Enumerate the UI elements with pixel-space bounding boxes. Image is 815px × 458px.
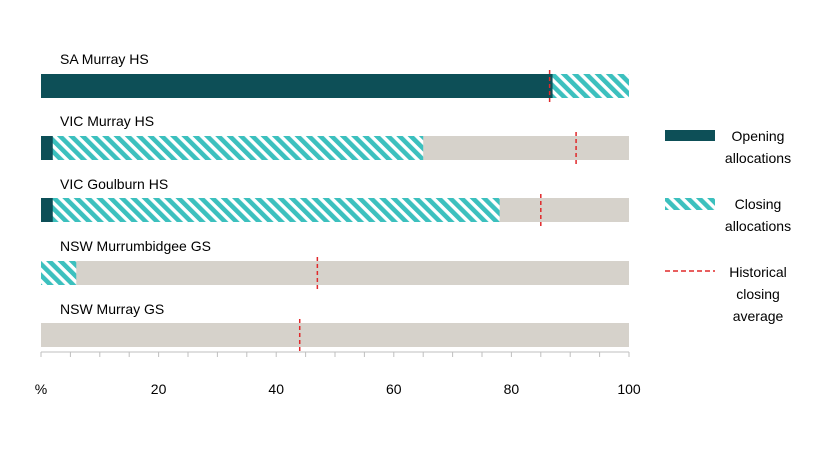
- legend-label: average: [733, 308, 784, 324]
- x-tick-label: 40: [268, 381, 284, 397]
- category-label: SA Murray HS: [60, 51, 149, 67]
- x-tick-label: 80: [504, 381, 520, 397]
- closing-allocation-bar: [41, 198, 500, 222]
- x-tick-label: %: [35, 381, 47, 397]
- category-label: NSW Murray GS: [60, 301, 164, 317]
- legend-label: closing: [736, 286, 780, 302]
- legend: Opening allocations Closing allocations Hist…: [665, 128, 791, 324]
- category-label: VIC Murray HS: [60, 113, 154, 129]
- opening-allocation-bar: [41, 74, 553, 98]
- category-label: NSW Murrumbidgee GS: [60, 238, 211, 254]
- legend-label: allocations: [725, 150, 791, 166]
- opening-allocation-bar: [41, 136, 53, 160]
- bar-background: [41, 261, 629, 285]
- legend-label: Closing: [735, 196, 782, 212]
- x-tick-label: 100: [617, 381, 641, 397]
- x-tick-label: 60: [386, 381, 402, 397]
- opening-allocation-bar: [41, 198, 53, 222]
- legend-label: allocations: [725, 218, 791, 234]
- x-axis: % 20 40 60 80 100: [35, 351, 641, 397]
- bar-background: [41, 323, 629, 347]
- legend-label: Opening: [732, 128, 785, 144]
- category-label: VIC Goulburn HS: [60, 176, 168, 192]
- bars-layer: SA Murray HS VIC Murray HS VIC Goulburn HS…: [41, 51, 629, 351]
- closing-allocation-bar: [41, 261, 77, 285]
- legend-swatch-opening: [665, 130, 715, 141]
- closing-allocation-bar: [41, 136, 424, 160]
- legend-swatch-closing: [665, 198, 715, 210]
- x-tick-label: 20: [151, 381, 167, 397]
- legend-label: Historical: [729, 264, 787, 280]
